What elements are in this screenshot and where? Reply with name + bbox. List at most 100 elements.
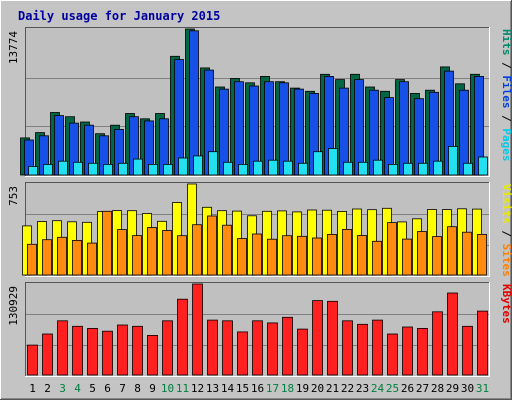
x-tick-label-30: 30 bbox=[461, 382, 474, 395]
x-tick-label-5: 5 bbox=[89, 382, 96, 395]
bar-visits_sites-sites-31 bbox=[477, 233, 487, 276]
bar-kbytes-kbytes-12 bbox=[192, 283, 203, 376]
x-tick-label-21: 21 bbox=[326, 382, 339, 395]
bar-kbytes-kbytes-28 bbox=[432, 311, 443, 376]
legend-separator: / bbox=[500, 109, 512, 129]
bar-kbytes-kbytes-16 bbox=[252, 320, 263, 376]
legend-visits_sites: Visits / Sites bbox=[500, 184, 512, 277]
bar-kbytes-kbytes-8 bbox=[132, 325, 143, 376]
bar-kbytes-kbytes-29 bbox=[447, 292, 458, 376]
bar-visits_sites-sites-28 bbox=[432, 236, 442, 276]
bar-kbytes-kbytes-26 bbox=[402, 326, 413, 376]
bar-hits_files_pages-pages-24 bbox=[373, 159, 383, 176]
bar-hits_files_pages-pages-9 bbox=[148, 163, 158, 176]
legend-hits_files_pages: Hits / Files / Pages bbox=[500, 29, 512, 162]
bar-kbytes-kbytes-31 bbox=[477, 310, 488, 376]
bar-visits_sites-sites-18 bbox=[282, 235, 292, 276]
bar-kbytes-kbytes-7 bbox=[117, 324, 128, 376]
bar-visits_sites-sites-4 bbox=[72, 239, 82, 276]
legend-separator: / bbox=[500, 56, 512, 76]
bar-visits_sites-sites-12 bbox=[192, 224, 202, 276]
bar-hits_files_pages-pages-6 bbox=[103, 163, 113, 176]
legend-kbytes: KBytes bbox=[500, 284, 512, 324]
bar-kbytes-kbytes-2 bbox=[42, 333, 53, 376]
legend-item-files: Files bbox=[500, 75, 512, 108]
x-tick-label-18: 18 bbox=[281, 382, 294, 395]
bar-visits_sites-sites-11 bbox=[177, 235, 187, 276]
bar-visits_sites-sites-8 bbox=[132, 235, 142, 276]
bar-hits_files_pages-pages-19 bbox=[298, 162, 308, 176]
bar-hits_files_pages-pages-12 bbox=[193, 155, 203, 176]
bar-hits_files_pages-pages-3 bbox=[58, 160, 68, 176]
bar-kbytes-kbytes-15 bbox=[237, 331, 248, 376]
bar-hits_files_pages-pages-20 bbox=[313, 151, 323, 176]
bar-hits_files_pages-pages-18 bbox=[283, 160, 293, 176]
x-tick-label-14: 14 bbox=[221, 382, 235, 395]
x-tick-label-24: 24 bbox=[371, 382, 385, 395]
bar-kbytes-kbytes-21 bbox=[327, 300, 338, 376]
bar-kbytes-kbytes-1 bbox=[27, 344, 38, 376]
bar-visits_sites-sites-22 bbox=[342, 228, 352, 276]
panel-kbytes-max-label: 130929 bbox=[7, 286, 20, 326]
x-tick-label-16: 16 bbox=[251, 382, 264, 395]
bar-hits_files_pages-pages-29 bbox=[448, 145, 458, 176]
legend-item-sites: Sites bbox=[500, 244, 512, 277]
x-tick-label-3: 3 bbox=[59, 382, 66, 395]
bar-visits_sites-sites-5 bbox=[87, 242, 97, 276]
x-tick-label-1: 1 bbox=[29, 382, 36, 395]
x-tick-label-28: 28 bbox=[431, 382, 444, 395]
bar-hits_files_pages-files-30 bbox=[459, 89, 469, 176]
legend-separator: / bbox=[500, 224, 512, 244]
bar-kbytes-kbytes-11 bbox=[177, 298, 188, 376]
bar-hits_files_pages-pages-16 bbox=[253, 160, 263, 176]
x-tick-label-27: 27 bbox=[416, 382, 429, 395]
bar-kbytes-kbytes-23 bbox=[357, 323, 368, 376]
bar-kbytes-kbytes-25 bbox=[387, 333, 398, 376]
bar-kbytes-kbytes-20 bbox=[312, 300, 323, 376]
bar-hits_files_pages-pages-15 bbox=[238, 163, 248, 176]
bar-visits_sites-sites-24 bbox=[372, 240, 382, 276]
x-tick-label-25: 25 bbox=[386, 382, 399, 395]
bar-hits_files_pages-pages-8 bbox=[133, 158, 143, 176]
bar-visits_sites-sites-13 bbox=[207, 215, 217, 276]
bar-visits_sites-sites-29 bbox=[447, 226, 457, 276]
bar-visits_sites-sites-10 bbox=[162, 230, 172, 276]
bar-kbytes-kbytes-18 bbox=[282, 316, 293, 376]
bar-visits_sites-sites-6 bbox=[102, 210, 112, 276]
x-tick-label-29: 29 bbox=[446, 382, 459, 395]
bar-hits_files_pages-pages-21 bbox=[328, 148, 338, 176]
bar-kbytes-kbytes-24 bbox=[372, 319, 383, 376]
bar-visits_sites-sites-9 bbox=[147, 227, 157, 276]
bar-hits_files_pages-pages-5 bbox=[88, 162, 98, 176]
bar-visits_sites-sites-15 bbox=[237, 238, 247, 276]
x-tick-label-12: 12 bbox=[191, 382, 204, 395]
x-tick-label-13: 13 bbox=[206, 382, 219, 395]
bar-kbytes-kbytes-3 bbox=[57, 320, 68, 376]
x-tick-label-17: 17 bbox=[266, 382, 279, 395]
bar-visits_sites-sites-2 bbox=[42, 239, 52, 276]
x-tick-label-11: 11 bbox=[176, 382, 189, 395]
x-tick-label-4: 4 bbox=[74, 382, 81, 395]
bar-hits_files_pages-files-23 bbox=[354, 79, 364, 176]
bar-hits_files_pages-files-12 bbox=[189, 30, 199, 176]
legend-item-visits: Visits bbox=[500, 184, 512, 224]
bar-hits_files_pages-pages-28 bbox=[433, 160, 443, 176]
bar-visits_sites-sites-23 bbox=[357, 235, 367, 276]
legend-item-hits: Hits bbox=[500, 29, 512, 56]
x-tick-label-23: 23 bbox=[356, 382, 369, 395]
bar-hits_files_pages-pages-22 bbox=[343, 161, 353, 176]
legend-item-kbytes: KBytes bbox=[500, 284, 512, 324]
bar-visits_sites-sites-7 bbox=[117, 229, 127, 276]
x-tick-label-7: 7 bbox=[119, 382, 126, 395]
bar-visits_sites-sites-3 bbox=[57, 236, 67, 276]
bar-hits_files_pages-files-26 bbox=[399, 81, 409, 176]
bar-hits_files_pages-pages-27 bbox=[418, 162, 428, 176]
bar-hits_files_pages-pages-14 bbox=[223, 161, 233, 176]
bar-hits_files_pages-pages-13 bbox=[208, 151, 218, 176]
bar-hits_files_pages-files-25 bbox=[384, 97, 394, 176]
bar-hits_files_pages-pages-23 bbox=[358, 161, 368, 176]
x-tick-label-22: 22 bbox=[341, 382, 354, 395]
x-tick-label-15: 15 bbox=[236, 382, 249, 395]
bar-hits_files_pages-pages-10 bbox=[163, 163, 173, 176]
